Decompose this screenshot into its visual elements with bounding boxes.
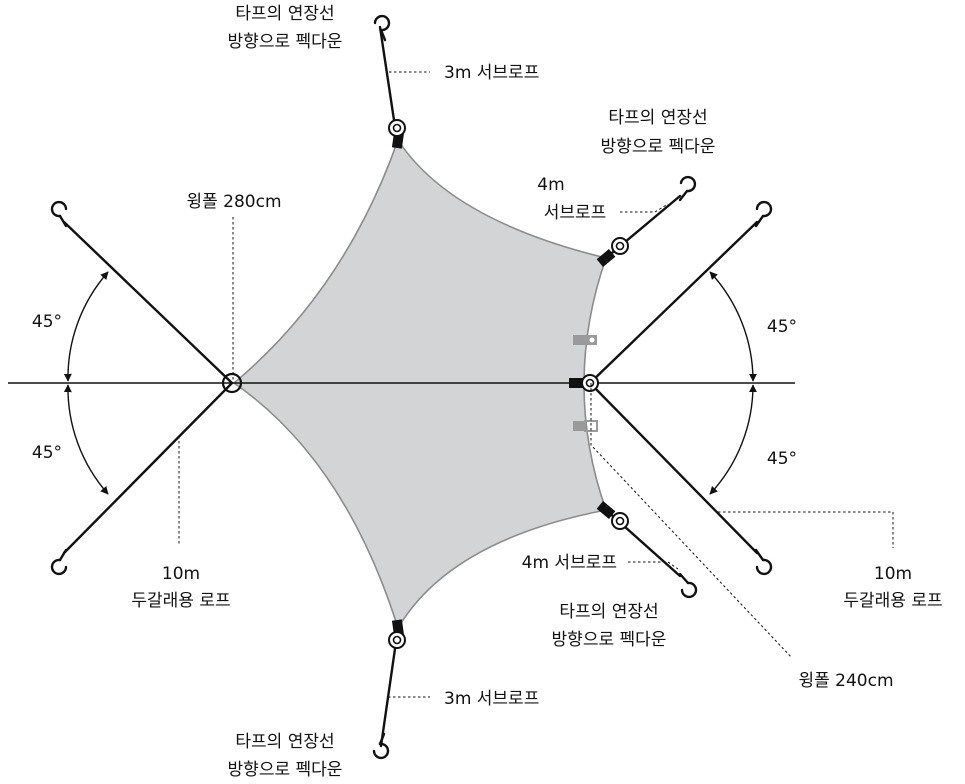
- guy-rope-right-label-2: 두갈래용 로프: [843, 591, 942, 611]
- peg-note-bottom-2: 방향으로 펙다운: [228, 760, 343, 780]
- leader-pole-240: [590, 383, 793, 659]
- tarp-shape: [232, 138, 608, 630]
- sub-rope-upper-right-label-1: 4m: [537, 175, 564, 195]
- peg-note-bottom: 타프의 연장선: [235, 732, 334, 752]
- sub-rope-lower-right-label: 4m 서브로프: [522, 553, 617, 573]
- peg-note-lower-right-2: 방향으로 펙다운: [552, 630, 667, 650]
- sub-rope-bottom-label: 3m 서브로프: [444, 689, 539, 709]
- peg-note-upper-right: 타프의 연장선: [608, 108, 707, 128]
- pole-ring-icon: [388, 119, 406, 137]
- leader-upper-4m: [620, 203, 669, 213]
- peg-note-top: 타프의 연장선: [235, 4, 334, 24]
- angle-label-left-lower: 45°: [32, 443, 62, 463]
- tent-peg-icon: [754, 200, 773, 228]
- angle-label-right-upper: 45°: [767, 317, 797, 337]
- guy-rope-left-lower: [62, 381, 234, 555]
- clip-lower-tab: [584, 420, 598, 432]
- peg-note-top-2: 방향으로 펙다운: [228, 32, 343, 52]
- pole-ring-icon: [581, 374, 599, 392]
- pole-240-label: 윙폴 240cm: [798, 671, 893, 691]
- guy-rope-left-label-2: 두갈래용 로프: [131, 591, 230, 611]
- tent-peg-icon: [50, 200, 68, 228]
- sub-rope-upper-right-label-2: 서브로프: [544, 203, 607, 223]
- pole-ring-icon: [388, 631, 406, 649]
- tent-peg-icon: [678, 572, 698, 599]
- leader-lower-4m: [628, 561, 679, 570]
- angle-arc-left-upper: [63, 271, 109, 382]
- tie-knot-icon: [596, 501, 616, 519]
- tent-peg-icon: [372, 732, 390, 760]
- angle-arc-right-upper: [709, 271, 757, 382]
- angle-arc-right-lower: [709, 384, 757, 495]
- pole-ring-icon: [611, 237, 629, 255]
- pole-ring-icon: [221, 372, 243, 394]
- leader-guy-right: [718, 511, 894, 548]
- angle-label-left-upper: 45°: [32, 312, 62, 332]
- guy-rope-left-upper: [62, 220, 234, 385]
- pole-280-label: 윙폴 280cm: [186, 192, 281, 212]
- clip-upper: [573, 335, 585, 345]
- guy-rope-right-lower: [588, 381, 759, 555]
- angle-label-right-lower: 45°: [767, 449, 797, 469]
- tie-knot-icon: [596, 249, 616, 267]
- guy-rope-left-label-1: 10m: [162, 564, 200, 584]
- clip-upper-hole: [589, 337, 595, 343]
- pole-ring-icon: [611, 512, 629, 530]
- tent-peg-icon: [50, 548, 68, 576]
- peg-note-upper-right-2: 방향으로 펙다운: [601, 137, 716, 157]
- guy-rope-right-upper: [588, 220, 759, 385]
- peg-note-lower-right: 타프의 연장선: [559, 602, 658, 622]
- tent-peg-icon: [373, 14, 391, 42]
- angle-arc-left-lower: [63, 384, 109, 495]
- guy-rope-right-label-1: 10m: [874, 564, 912, 584]
- tie-knot-icon: [569, 378, 585, 388]
- tent-peg-icon: [754, 548, 773, 576]
- sub-rope-top-label: 3m 서브로프: [444, 63, 539, 83]
- tent-peg-icon: [678, 175, 697, 202]
- clip-lower: [573, 421, 585, 431]
